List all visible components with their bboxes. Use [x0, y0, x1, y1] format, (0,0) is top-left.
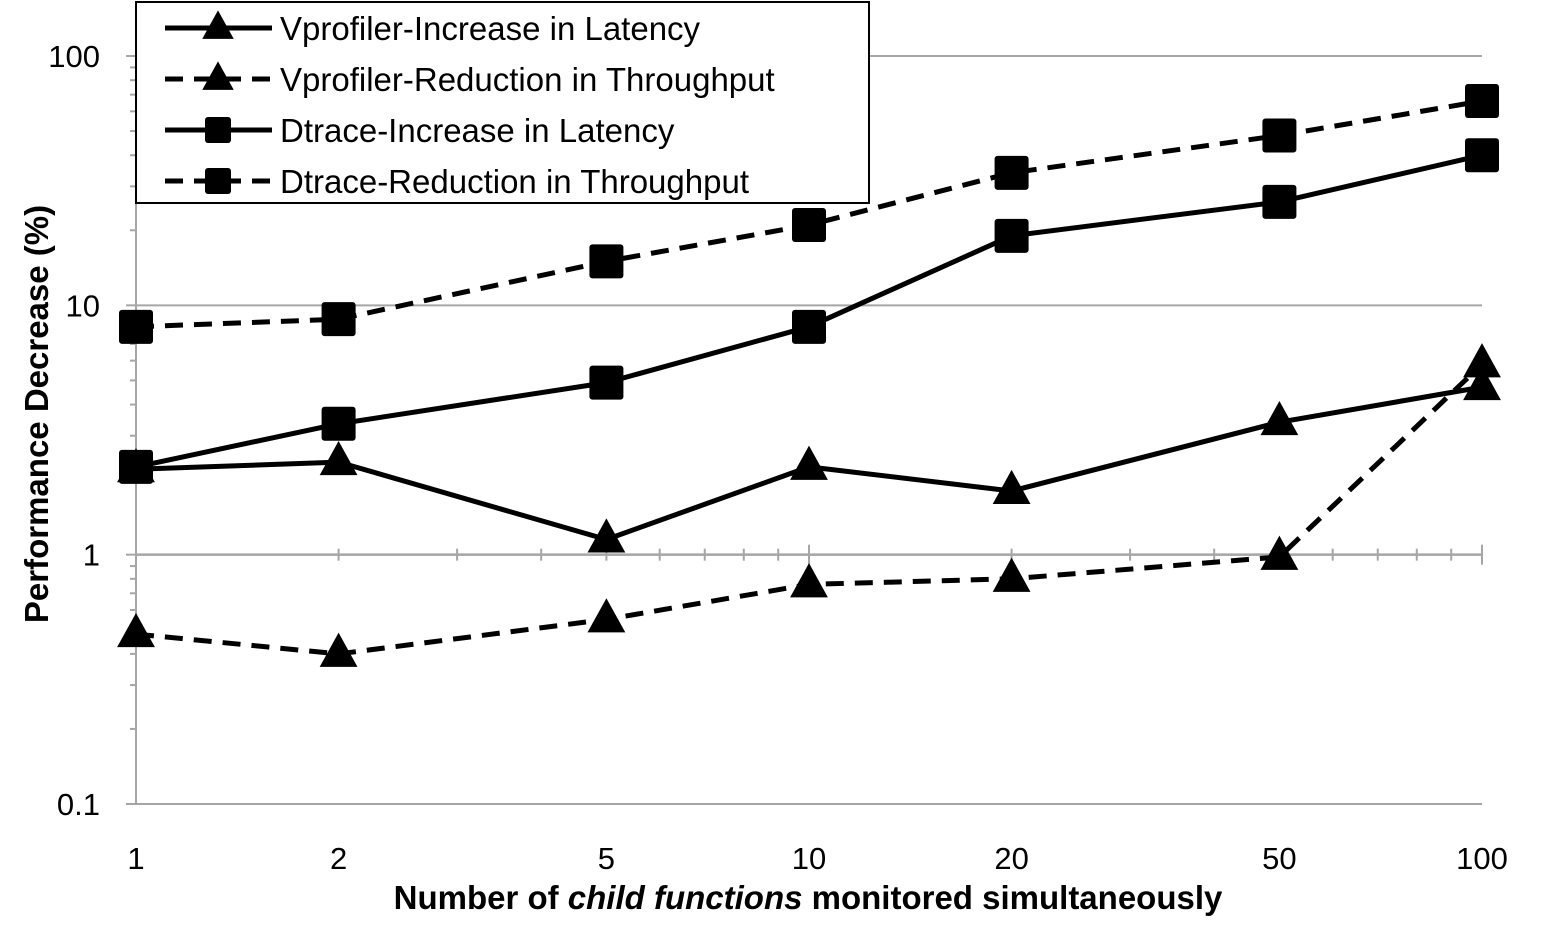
x-tick-label: 10: [792, 841, 826, 876]
data-point: [992, 469, 1031, 505]
data-point: [1262, 118, 1297, 153]
legend-label: Dtrace-Reduction in Throughput: [280, 163, 749, 200]
data-point: [1260, 535, 1299, 570]
data-point: [321, 302, 356, 337]
data-point: [589, 244, 624, 279]
x-tick-label: 20: [994, 841, 1028, 876]
y-tick-label: 10: [66, 288, 100, 323]
data-point: [319, 440, 358, 476]
legend-label: Dtrace-Increase in Latency: [280, 112, 675, 149]
legend-label: Vprofiler-Reduction in Throughput: [280, 61, 775, 98]
x-axis-title-part: child functions: [568, 879, 803, 916]
data-point: [1463, 365, 1501, 401]
legend-swatch-marker: [205, 117, 231, 143]
data-point: [321, 406, 356, 441]
legend-swatch-marker: [205, 168, 231, 194]
data-point: [119, 309, 153, 344]
x-axis-title-part: monitored simultaneously: [802, 879, 1223, 916]
data-point: [587, 518, 626, 553]
x-tick-label: 100: [1456, 841, 1508, 876]
data-point: [792, 207, 826, 242]
series-lines: [117, 83, 1501, 667]
x-tick-label: 5: [598, 841, 615, 876]
x-axis-title: Number of child functions monitored simu…: [394, 879, 1223, 916]
data-point: [1465, 83, 1499, 118]
legend-label: Vprofiler-Increase in Latency: [280, 10, 701, 47]
x-axis-title-part: Number of: [394, 879, 568, 916]
series-4: [119, 83, 1499, 344]
legend-box: [135, 1, 870, 204]
data-point: [1465, 138, 1499, 173]
legend-swatch-marker: [202, 61, 234, 90]
series-3: [119, 138, 1499, 484]
x-tick-label: 50: [1262, 841, 1296, 876]
series-2: [117, 343, 1501, 667]
x-tick-label: 2: [330, 841, 347, 876]
data-point: [1262, 184, 1297, 219]
tick-labels: 0.1 1 10 100 1 2 5 10 20 50 100: [48, 39, 1508, 876]
data-point: [1463, 343, 1501, 378]
data-point: [792, 309, 826, 344]
data-point: [119, 449, 153, 484]
y-tick-label: 0.1: [57, 787, 100, 822]
data-point: [587, 598, 626, 633]
series-1: [117, 365, 1501, 553]
data-point: [994, 218, 1029, 253]
y-tick-label: 1: [83, 538, 100, 573]
data-point: [790, 445, 828, 480]
data-point: [1260, 400, 1299, 436]
data-point: [992, 557, 1031, 592]
data-point: [117, 612, 155, 648]
data-point: [994, 155, 1029, 190]
y-axis-title: Performance Decrease (%): [18, 205, 55, 623]
legend-swatch-marker: [202, 10, 234, 39]
x-tick-label: 1: [127, 841, 144, 876]
data-point: [589, 365, 624, 400]
data-point: [319, 632, 358, 667]
legend: Vprofiler-Increase in Latency Vprofiler-R…: [135, 1, 870, 204]
data-point: [790, 563, 828, 598]
y-tick-label: 100: [48, 39, 100, 74]
